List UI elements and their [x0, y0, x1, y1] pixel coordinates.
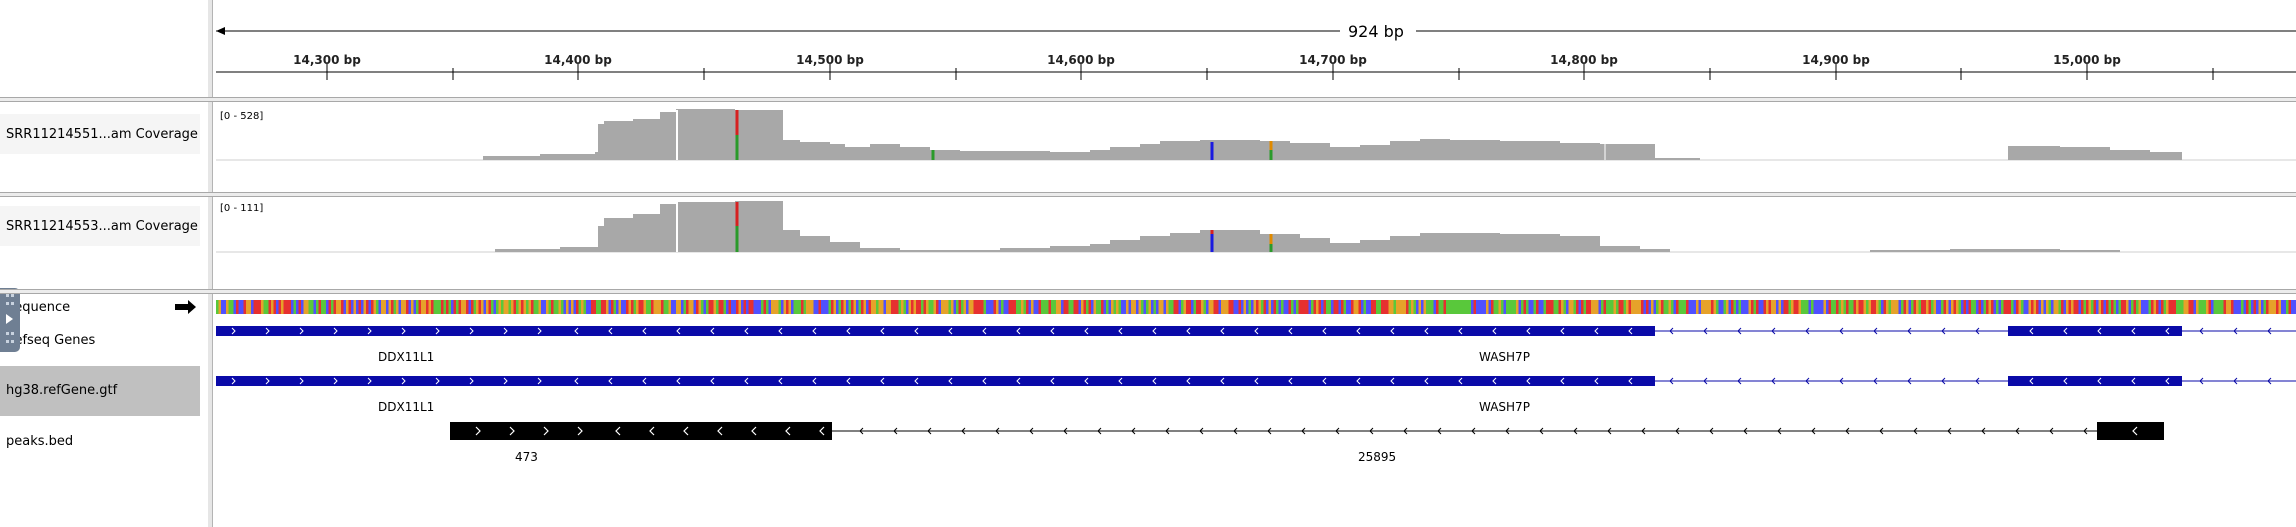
ruler-tick-label: 14,700 bp [1299, 53, 1367, 67]
refseq-gene-label: DDX11L1 [378, 350, 435, 364]
track-name-gtf[interactable]: hg38.refGene.gtf [6, 383, 118, 398]
right-arrow-icon[interactable] [175, 300, 196, 314]
ruler-span-label: 924 bp [1348, 22, 1404, 41]
ruler [216, 27, 2296, 80]
coverage-track-1[interactable] [0, 0, 2296, 200]
ruler-tick-label: 14,400 bp [544, 53, 612, 67]
coverage1-range: [0 - 528] [220, 111, 264, 122]
track-label-bg-coverage2 [0, 206, 200, 246]
track-name-peaks[interactable]: peaks.bed [6, 434, 74, 449]
track-name-coverage1[interactable]: SRR11214551...am Coverage [6, 127, 198, 142]
ruler-separator [0, 97, 2296, 102]
track-name-sequence[interactable]: Sequence [6, 300, 71, 315]
track-name-coverage2[interactable]: SRR11214553...am Coverage [6, 219, 198, 234]
panel-divider[interactable] [208, 0, 213, 527]
ruler-tick-label: 14,900 bp [1802, 53, 1870, 67]
gtf-gene-label: DDX11L1 [378, 400, 435, 414]
ruler-tick-label: 14,500 bp [796, 53, 864, 67]
gtf-track[interactable] [0, 0, 2296, 390]
coverage2-range: [0 - 111] [220, 203, 264, 214]
left-arrow-icon [216, 27, 225, 35]
track-label-bg-gtf-selected [0, 366, 200, 416]
ruler-tick-label: 14,800 bp [1550, 53, 1618, 67]
peaks-track[interactable] [0, 0, 2296, 450]
coverage-track-2[interactable] [0, 0, 2296, 260]
track-name-panel [0, 0, 209, 527]
sequence-track[interactable] [0, 0, 2296, 320]
ruler-tick-label: 15,000 bp [2053, 53, 2121, 67]
expand-panel-icon[interactable] [0, 288, 20, 352]
ruler-tick-label: 14,600 bp [1047, 53, 1115, 67]
track-name-refseq[interactable]: Refseq Genes [6, 333, 96, 348]
coverage-separator [0, 192, 2296, 197]
gtf-gene-label: WASH7P [1479, 400, 1530, 414]
ruler-tick-label: 14,300 bp [293, 53, 361, 67]
peak-label: 473 [515, 450, 538, 464]
feature-panel-separator [0, 289, 2296, 294]
refseq-gene-label: WASH7P [1479, 350, 1530, 364]
track-label-bg-coverage1 [0, 114, 200, 154]
refseq-genes-track[interactable] [0, 0, 2296, 340]
peak-label: 25895 [1358, 450, 1397, 464]
